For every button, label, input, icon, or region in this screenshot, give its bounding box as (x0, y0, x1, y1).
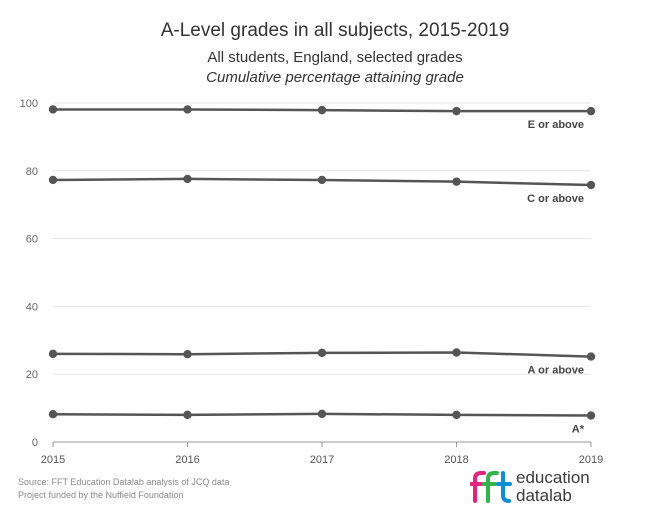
data-point (48, 105, 58, 114)
x-tick-label: 2017 (310, 454, 334, 466)
logo-word-datalab: datalab (516, 486, 572, 505)
source-note: Source: FFT Education Datalab analysis o… (18, 477, 230, 487)
data-point (317, 105, 327, 115)
y-tick-label: 40 (26, 301, 38, 313)
data-point (48, 410, 58, 419)
datalab-logo: education datalab (470, 466, 610, 506)
x-tick-label: 2016 (175, 454, 199, 466)
data-point (183, 174, 192, 184)
series-label: E or above (528, 119, 584, 131)
series-points (48, 105, 596, 420)
y-tick-label: 60 (26, 234, 38, 246)
chart-subtitle: All students, England, selected grades (207, 49, 463, 66)
data-point (317, 348, 327, 358)
fft-logo-icon (470, 471, 512, 503)
gridlines (53, 102, 591, 375)
y-axis-ticks: 0 20 40 60 80 100 (20, 98, 38, 449)
data-point (586, 352, 596, 361)
y-tick-label: 0 (32, 437, 38, 449)
data-point (586, 411, 596, 420)
data-point (48, 175, 58, 185)
x-tick-label: 2015 (41, 454, 65, 466)
series-labels: E or above C or above A or above A* (527, 119, 585, 435)
chart-title: A-Level grades in all subjects, 2015-201… (160, 20, 510, 41)
x-tick-label: 2018 (444, 454, 468, 466)
data-point (317, 409, 327, 419)
series-lines (52, 108, 592, 417)
data-point (48, 349, 58, 359)
y-tick-label: 80 (26, 166, 38, 178)
data-point (183, 410, 192, 420)
x-axis: 2015 2016 2017 2018 2019 (41, 441, 603, 466)
series-label: A or above (528, 365, 584, 377)
data-point (586, 180, 596, 190)
chart-description: Cumulative percentage attaining grade (206, 69, 464, 86)
data-point (452, 348, 461, 357)
data-point (452, 106, 461, 116)
data-point (452, 177, 461, 186)
y-tick-label: 20 (26, 369, 38, 381)
funding-note: Project funded by the Nuffield Foundatio… (18, 490, 184, 500)
data-point (317, 175, 327, 185)
series-label: A* (572, 424, 585, 436)
data-point (183, 349, 192, 359)
data-point (452, 410, 461, 420)
logo-word-education: education (516, 468, 590, 487)
data-point (183, 105, 192, 114)
series-label: C or above (527, 193, 584, 205)
x-tick-label: 2019 (579, 454, 603, 466)
y-tick-label: 100 (20, 98, 38, 110)
data-point (586, 106, 596, 116)
